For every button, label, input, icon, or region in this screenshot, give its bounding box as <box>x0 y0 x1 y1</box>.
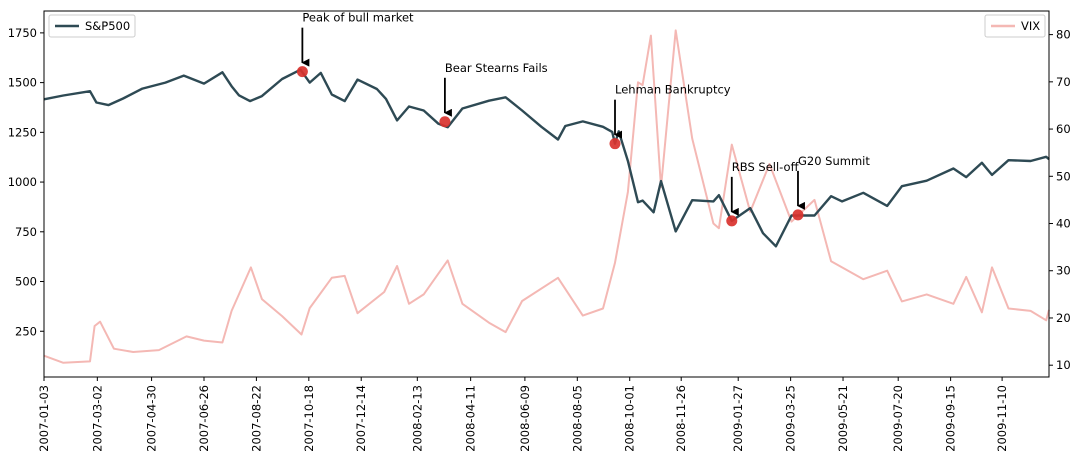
annotation-marker <box>296 66 308 78</box>
y-tick-label: 500 <box>15 275 37 289</box>
x-tick-label: 2008-04-11 <box>464 385 478 452</box>
x-tick-label: 2007-06-26 <box>197 385 211 452</box>
annotation-label: Lehman Bankruptcy <box>615 83 731 97</box>
y-tick-label: 1250 <box>8 125 37 139</box>
annotation: Bear Stearns Fails <box>439 61 548 128</box>
annotation-marker <box>726 215 738 227</box>
y-right-tick-label: 30 <box>1056 264 1071 278</box>
x-tick-label: 2007-03-02 <box>90 385 104 452</box>
annotation: Lehman Bankruptcy <box>609 83 731 150</box>
annotation-layer: Peak of bull market Bear Stearns Fails Leh… <box>296 11 870 227</box>
x-tick-label: 2007-04-30 <box>145 385 159 452</box>
annotation: RBS Sell-off <box>726 160 800 227</box>
x-tick-label: 2009-09-15 <box>944 385 958 452</box>
annotation: G20 Summit <box>792 154 870 221</box>
annotation-marker <box>792 209 804 221</box>
x-tick-label: 2009-11-10 <box>995 385 1009 452</box>
annotation-label: Peak of bull market <box>302 11 414 25</box>
y-tick-label: 1000 <box>8 175 37 189</box>
axis-layer: 250 500 750 1000 1250 1500 1750 10 20 30 40 50 60 70 8… <box>8 26 1071 452</box>
legend-sp500-label: S&P500 <box>85 19 130 33</box>
legend-sp500-box <box>48 14 136 38</box>
y-tick-label: 1750 <box>8 26 37 40</box>
y-right-tick-label: 20 <box>1056 311 1071 325</box>
legend-vix-label: VIX <box>1021 19 1040 33</box>
x-tick-label: 2009-05-21 <box>836 385 850 452</box>
x-tick-label: 2007-12-14 <box>354 385 368 452</box>
y-right-tick-label: 80 <box>1056 28 1071 42</box>
annotation-label: RBS Sell-off <box>732 160 800 174</box>
series-layer <box>43 29 1050 364</box>
x-tick-label: 2007-10-18 <box>302 385 316 452</box>
y-right-tick-label: 40 <box>1056 217 1071 231</box>
annotation-label: G20 Summit <box>798 154 870 168</box>
x-tick-label: 2007-08-22 <box>249 385 263 452</box>
y-right-tick-label: 50 <box>1056 169 1071 183</box>
annotation: Peak of bull market <box>296 11 414 78</box>
series-line-sp500 <box>43 68 1050 248</box>
plot-frame <box>43 10 1050 378</box>
x-tick-label: 2008-08-05 <box>570 385 584 452</box>
x-tick-label: 2008-11-26 <box>674 385 688 452</box>
y-tick-label: 250 <box>15 324 37 338</box>
x-tick-label: 2009-07-20 <box>891 385 905 452</box>
y-tick-label: 750 <box>15 225 37 239</box>
x-tick-label: 2008-06-09 <box>518 385 532 452</box>
x-tick-label: 2008-02-13 <box>410 385 424 452</box>
x-tick-label: 2009-03-25 <box>784 385 798 452</box>
y-right-tick-label: 10 <box>1056 358 1071 372</box>
x-tick-label: 2009-01-27 <box>731 385 745 452</box>
x-tick-label: 2008-10-01 <box>623 385 637 452</box>
legend-sp500: S&P500 <box>48 14 136 38</box>
legend-vix: VIX <box>984 14 1046 38</box>
annotation-marker <box>609 138 621 150</box>
annotation-marker <box>439 116 451 128</box>
y-right-tick-label: 60 <box>1056 122 1071 136</box>
series-line-vix <box>43 29 1050 364</box>
y-tick-label: 1500 <box>8 76 37 90</box>
annotation-label: Bear Stearns Fails <box>445 61 548 75</box>
x-tick-label: 2007-01-03 <box>37 385 51 452</box>
y-right-tick-label: 70 <box>1056 75 1071 89</box>
